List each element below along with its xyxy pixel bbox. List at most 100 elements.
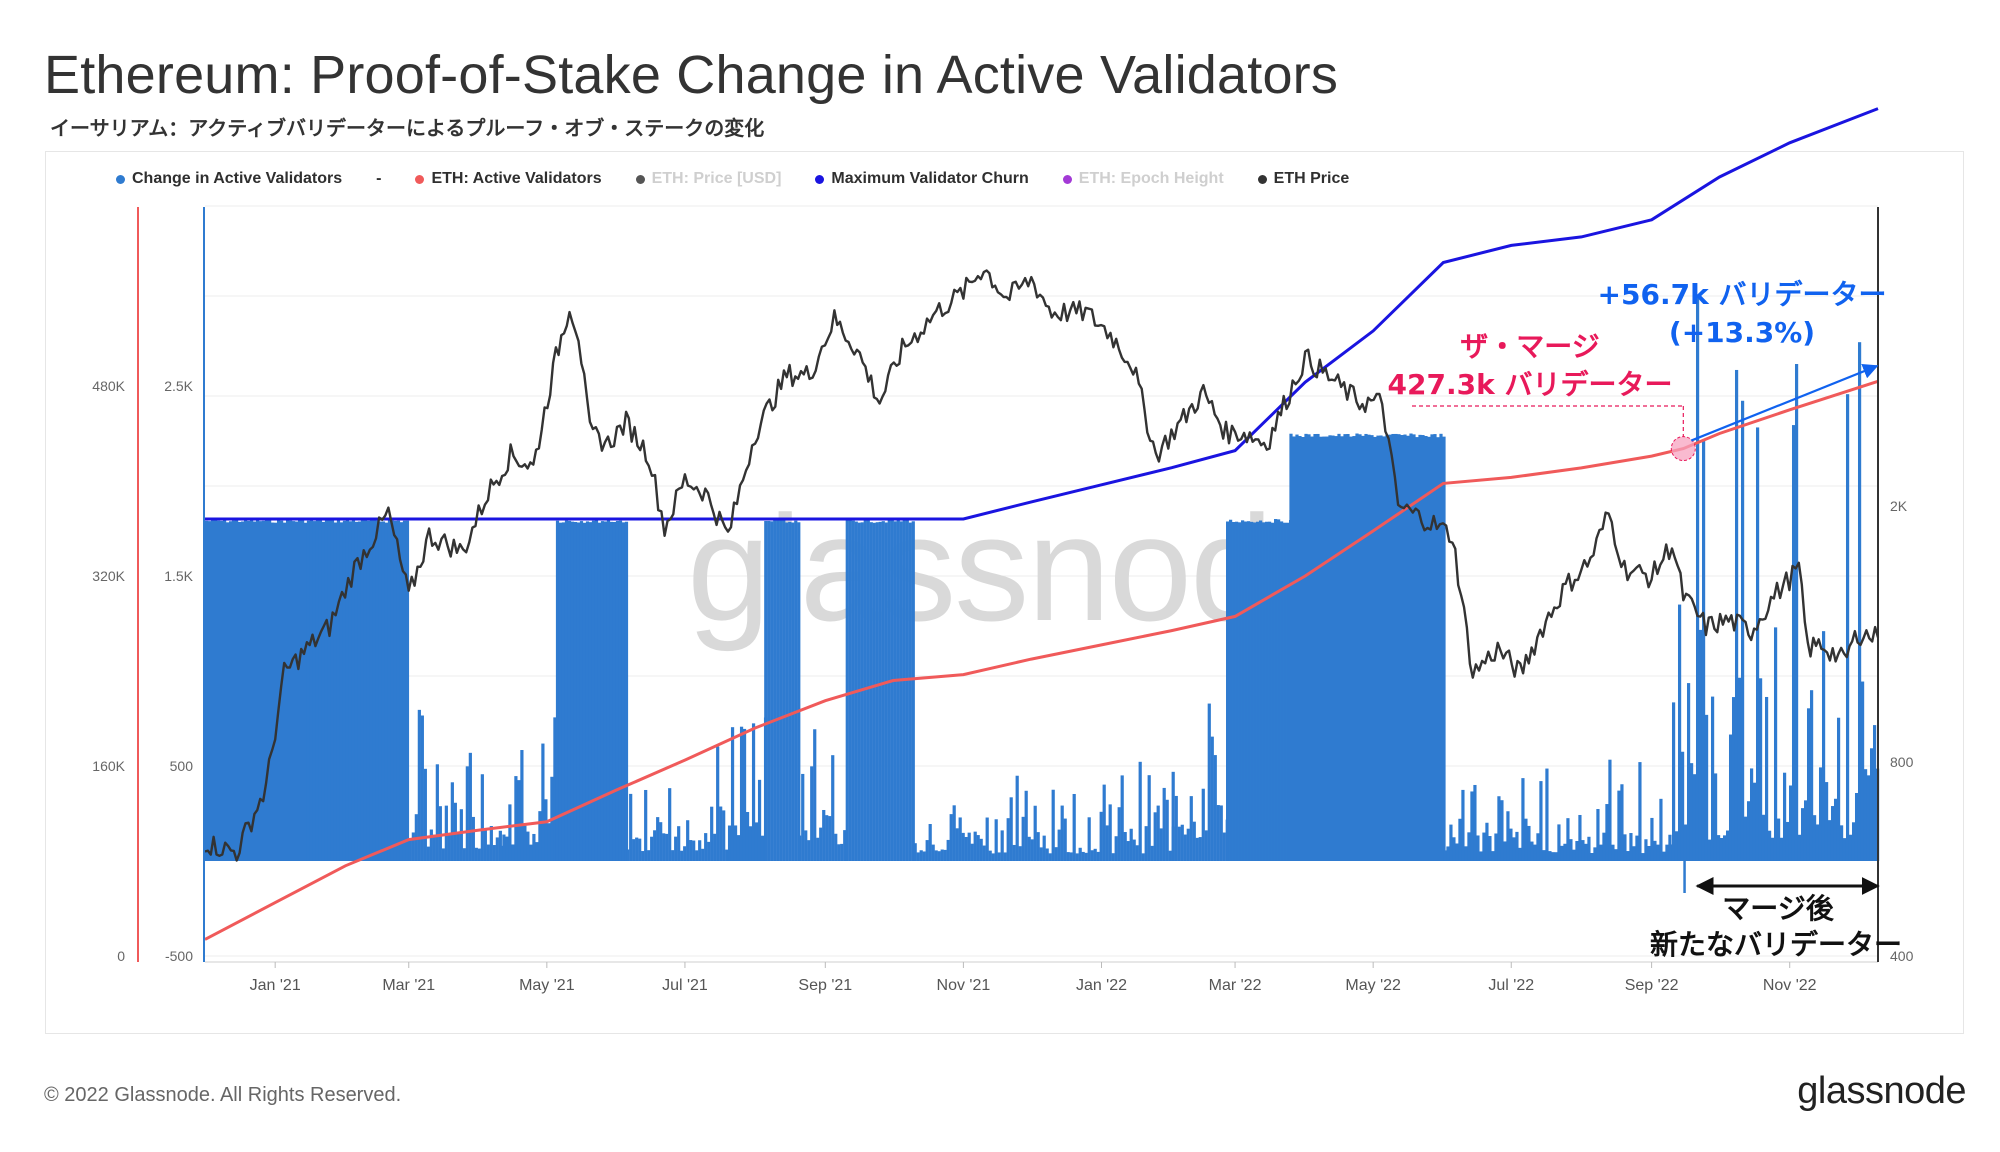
bar-change-in-active-validators (492, 845, 496, 861)
growth-label: +56.7k バリデーター (1598, 278, 1887, 311)
bar-change-in-active-validators (701, 848, 705, 861)
bar-change-in-active-validators (1524, 818, 1528, 861)
bar-change-in-active-validators (1298, 436, 1302, 861)
bar-change-in-active-validators (1509, 828, 1513, 861)
bar-change-in-active-validators (902, 520, 906, 861)
bar-change-in-active-validators (801, 773, 805, 861)
x-tick-label: Mar '21 (382, 977, 435, 994)
legend-item-change-in-active-validators[interactable]: Change in Active Validators (116, 170, 342, 188)
bar-change-in-active-validators (1222, 832, 1226, 861)
bar-change-in-active-validators (1325, 436, 1329, 861)
bar-change-in-active-validators (1277, 519, 1281, 861)
bar-change-in-active-validators (366, 520, 371, 861)
bar-change-in-active-validators (1518, 847, 1522, 861)
bar-change-in-active-validators (1686, 683, 1691, 861)
bar-change-in-active-validators (1280, 521, 1284, 861)
bar-change-in-active-validators (1512, 837, 1516, 861)
bar-change-in-active-validators (1307, 434, 1311, 861)
bar-change-in-active-validators (913, 843, 917, 861)
y-tick-label-eth-price: 800 (1890, 754, 1914, 770)
bar-change-in-active-validators (223, 519, 227, 861)
legend-item-active-validators[interactable]: ETH: Active Validators (415, 170, 602, 188)
bar-change-in-active-validators (1788, 785, 1793, 861)
bar-change-in-active-validators (1292, 436, 1296, 861)
bar-change-in-active-validators (937, 851, 941, 861)
bar-change-in-active-validators (423, 768, 427, 861)
bar-change-in-active-validators (782, 520, 786, 861)
bar-change-in-active-validators (1869, 748, 1874, 861)
bar-change-in-active-validators (1138, 761, 1142, 861)
bar-change-in-active-validators (502, 834, 506, 861)
bar-change-in-active-validators (387, 520, 392, 861)
bar-change-in-active-validators (1485, 822, 1489, 861)
bar-change-in-active-validators (794, 520, 798, 861)
legend-item-epoch-height[interactable]: ETH: Epoch Height (1062, 170, 1224, 188)
bar-change-in-active-validators (1024, 790, 1028, 861)
bar-change-in-active-validators (511, 844, 515, 861)
legend-item-eth-price-usd[interactable]: ETH: Price [USD] (635, 170, 781, 188)
bar-change-in-active-validators (1746, 801, 1751, 861)
bar-change-in-active-validators (345, 519, 350, 861)
bar-change-in-active-validators (1021, 816, 1025, 861)
bar-change-in-active-validators (1084, 852, 1088, 861)
bar-change-in-active-validators (813, 729, 817, 861)
bar-change-in-active-validators (1533, 844, 1537, 861)
bar-change-in-active-validators (1355, 433, 1359, 861)
bar-change-in-active-validators (1313, 434, 1317, 861)
bar-change-in-active-validators (1608, 759, 1612, 861)
bar-change-in-active-validators (1464, 846, 1468, 861)
x-tick-label: Jan '22 (1076, 977, 1127, 994)
bar-change-in-active-validators (1165, 799, 1169, 861)
x-tick-label: Sep '22 (1625, 977, 1679, 994)
bar-change-in-active-validators (567, 520, 572, 861)
bar-change-in-active-validators (845, 519, 849, 861)
bar-change-in-active-validators (1563, 843, 1567, 861)
bar-change-in-active-validators (526, 831, 530, 861)
bar-change-in-active-validators (770, 521, 774, 861)
bar-change-in-active-validators (760, 835, 765, 861)
bar-change-in-active-validators (797, 522, 801, 861)
bar-change-in-active-validators (612, 521, 617, 861)
bar-change-in-active-validators (1367, 434, 1371, 861)
bar-change-in-active-validators (1713, 773, 1718, 861)
bar-change-in-active-validators (1207, 703, 1211, 861)
bar-change-in-active-validators (641, 851, 645, 861)
bar-change-in-active-validators (1680, 751, 1685, 861)
bar-change-in-active-validators (330, 519, 335, 861)
bar-change-in-active-validators (1060, 805, 1064, 861)
bar-change-in-active-validators (1009, 797, 1013, 861)
bar-change-in-active-validators (1689, 763, 1694, 861)
legend-item-maximum-validator-churn[interactable]: Maximum Validator Churn (815, 170, 1029, 188)
bar-change-in-active-validators (558, 522, 563, 861)
page-subtitle: イーサリアム：アクティブバリデーターによるプルーフ・オブ・ステークの変化 (50, 116, 765, 140)
bar-change-in-active-validators (638, 838, 642, 861)
bar-change-in-active-validators (1551, 852, 1555, 861)
legend-item-eth-price[interactable]: ETH Price (1257, 170, 1349, 188)
bar-change-in-active-validators (561, 522, 566, 861)
bar-change-in-active-validators (940, 849, 944, 861)
bar-change-in-active-validators (1057, 829, 1061, 861)
bar-change-in-active-validators (1439, 433, 1443, 861)
bar-change-in-active-validators (916, 852, 920, 861)
y-tick-label-active-validators: 0 (117, 948, 125, 964)
bar-change-in-active-validators (1500, 800, 1504, 861)
bar-change-in-active-validators (674, 836, 678, 861)
bar-change-in-active-validators (304, 522, 308, 861)
bar-change-in-active-validators (564, 520, 569, 861)
bar-change-in-active-validators (1620, 784, 1624, 861)
bar-change-in-active-validators (247, 520, 251, 861)
bar-change-in-active-validators (1539, 781, 1543, 861)
bar-change-in-active-validators (893, 521, 897, 861)
bar-change-in-active-validators (764, 521, 768, 861)
bar-change-in-active-validators (538, 811, 542, 861)
bar-change-in-active-validators (1614, 849, 1618, 861)
bar-change-in-active-validators (934, 850, 938, 861)
bar-change-in-active-validators (324, 520, 329, 861)
bar-change-in-active-validators (1177, 826, 1181, 861)
bar-change-in-active-validators (1343, 434, 1347, 861)
bar-change-in-active-validators (1662, 851, 1666, 861)
bar-change-in-active-validators (208, 521, 212, 861)
bar-change-in-active-validators (736, 835, 741, 861)
bar-change-in-active-validators (205, 520, 209, 861)
bar-change-in-active-validators (1635, 835, 1639, 861)
